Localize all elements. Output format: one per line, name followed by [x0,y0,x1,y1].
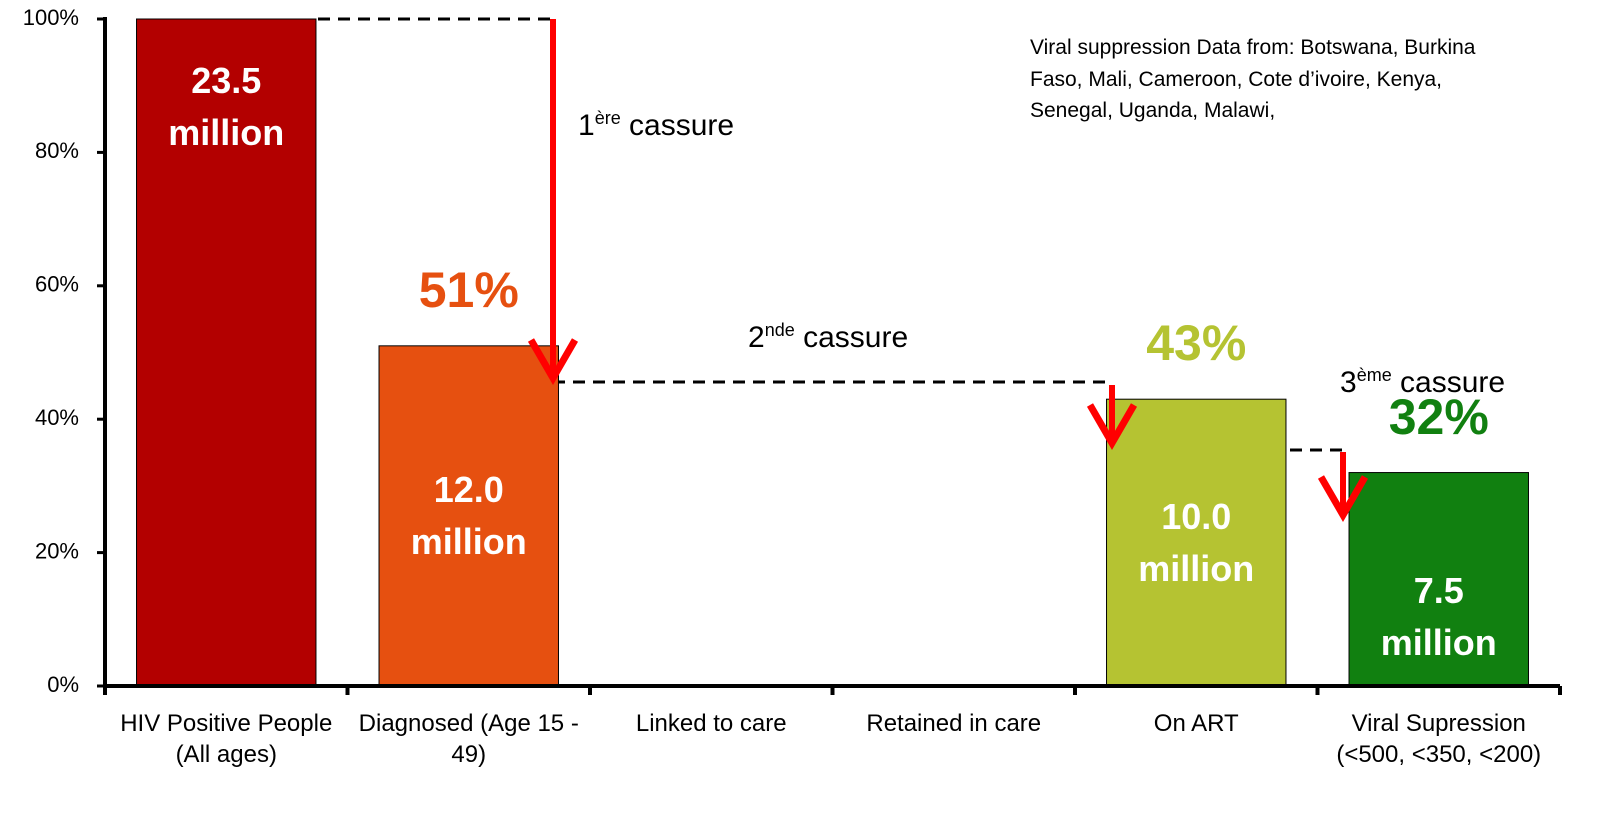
y-tick-label: 100% [23,5,79,30]
drop-arrow-head [1317,475,1369,522]
drop-arrow-head [527,338,579,385]
bar [378,345,559,687]
bar [1106,398,1287,687]
count-label: 12.0 million [410,468,527,563]
count-label: 10.0 million [1138,495,1255,589]
y-tick-label: 40% [35,405,79,430]
x-tick-label: Linked to care [635,710,787,737]
x-tick-label: On ART [1153,710,1239,737]
drop-arrow-head [1086,403,1138,450]
annotation: 3ème cassure [1340,365,1506,399]
x-tick-label: Viral Supression (<500, <350, <200) [1336,710,1542,769]
annotation: 2nde cassure [748,320,909,354]
value-label: 32% [1388,388,1489,445]
source-note: Viral suppression Data from: Botswana, B… [1030,36,1476,122]
value-label: 51% [418,261,519,318]
x-tick-label: HIV Positive People (All ages) [120,710,333,769]
x-tick-label: Diagnosed (Age 15 - 49) [358,710,579,769]
annotation: 1ère cassure [578,108,735,142]
value-label: 43% [1146,315,1247,372]
y-tick-label: 0% [47,672,79,697]
y-tick-label: 80% [35,138,79,163]
bar [1348,472,1529,687]
count-label: 23.5 million [168,60,285,154]
bar [136,18,317,687]
x-tick-label: Retained in care [866,710,1042,737]
y-tick-label: 60% [35,272,79,297]
y-tick-label: 20% [35,538,79,563]
count-label: 7.5 million [1380,570,1497,664]
